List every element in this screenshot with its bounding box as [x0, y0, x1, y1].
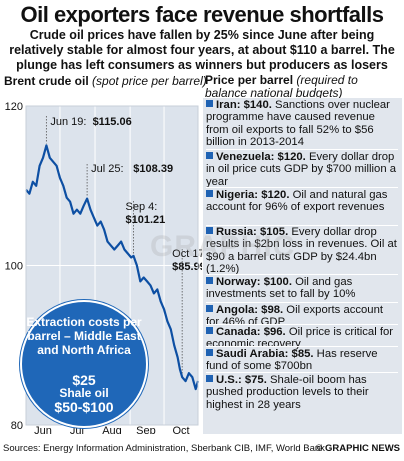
budget-item: Nigeria: $120. Oil and natural gas accou… [206, 189, 398, 214]
budget-item-country-price: Norway: $100. [216, 276, 292, 288]
budget-item: Canada: $96. Oil price is critical for e… [206, 326, 398, 351]
x-tick-label: Jul [70, 425, 84, 434]
budget-item-country-price: Canada: $96. [216, 326, 286, 338]
square-bullet-icon [206, 152, 213, 159]
annotation-date: Sep 4: [126, 201, 158, 213]
subtitle: Crude oil prices have fallen by 25% sinc… [9, 28, 395, 72]
budget-panel [203, 98, 402, 434]
square-bullet-icon [206, 327, 213, 334]
bubble-mena-cost: $25 [72, 372, 96, 388]
budget-item-divider [206, 372, 398, 373]
chart-heading: Brent crude oil (spot price per barrel) [4, 74, 207, 88]
budget-item-divider [206, 274, 398, 275]
square-bullet-icon [206, 305, 213, 312]
budget-item: U.S.: $75. Shale-oil boom has pushed pro… [206, 374, 398, 411]
budget-heading-italic: (required to balance national budgets) [205, 73, 358, 100]
square-bullet-icon [206, 100, 213, 107]
brent-price-line [25, 144, 200, 391]
budget-item-country-price: Nigeria: $120. [216, 189, 290, 201]
plot-frame [25, 105, 199, 426]
budget-item: Saudi Arabia: $85. Has reserve fund of s… [206, 348, 398, 373]
budget-item: Angola: $98. Oil exports account for 46%… [206, 304, 398, 329]
budget-item: Norway: $100. Oil and gas investments se… [206, 276, 398, 301]
y-tick-label: 100 [5, 261, 23, 273]
bubble-heading: Extraction costs per barrel – Middle Eas… [26, 315, 142, 357]
square-bullet-icon [206, 190, 213, 197]
extraction-cost-bubble: Extraction costs per barrel – Middle Eas… [20, 300, 148, 428]
bubble-shale-cost: $50-$100 [54, 399, 114, 415]
budget-item-text: Oil price is critical for economic recov… [206, 326, 394, 351]
budget-item-divider [206, 346, 398, 347]
annotation-value: $101.21 [126, 214, 166, 226]
budget-item-text: Has reserve fund of some $700bn [206, 348, 378, 373]
annotation-date: Jun 19: [50, 116, 86, 128]
bubble-shale-label: Shale oil [59, 386, 109, 400]
budget-item-country-price: Venezuela: $120. [216, 151, 306, 163]
annotation-date: Jul 25: [91, 163, 123, 175]
annotation-value: $108.39 [133, 163, 173, 175]
square-bullet-icon [206, 375, 213, 382]
budget-item: Russia: $105. Every dollar drop results … [206, 226, 398, 276]
budget-heading: Price per barrel (required to balance na… [205, 74, 401, 100]
budget-item-divider [206, 225, 398, 226]
budget-item-divider [206, 187, 398, 188]
budget-item: Iran: $140. Sanctions over nuclear progr… [206, 99, 398, 149]
budget-item-country-price: Angola: $98. [216, 304, 284, 316]
annotation-date: Oct 17: [172, 248, 202, 260]
budget-item-country-price: Iran: $140. [216, 99, 272, 111]
watermark: GRAPHIC [150, 230, 296, 263]
chart-heading-bold: Brent crude oil [4, 74, 89, 88]
x-tick-label: Aug [102, 425, 122, 434]
square-bullet-icon [206, 277, 213, 284]
y-tick-label: 120 [5, 101, 23, 113]
budget-item: Venezuela: $120. Every dollar drop in oi… [206, 151, 398, 188]
budget-item-text: Every dollar drop results in $2bn loss i… [206, 226, 397, 276]
budget-item-text: Oil and natural gas account for 96% of e… [206, 189, 388, 214]
budget-item-country-price: Saudi Arabia: $85. [216, 348, 314, 360]
page-title: Oil exporters face revenue shortfalls [20, 2, 385, 27]
budget-item-text: Oil and gas investments set to fall by 1… [206, 276, 356, 301]
budget-item-divider [206, 149, 398, 150]
budget-item-text: Sanctions over nuclear programme have ca… [206, 99, 390, 149]
annotation-value: $85.99 [172, 261, 202, 273]
x-tick-label: Jun [34, 425, 52, 434]
x-tick-label: Oct [172, 425, 189, 434]
square-bullet-icon [206, 349, 213, 356]
budget-item-country-price: Russia: $105. [216, 226, 289, 238]
budget-item-text: Oil exports account for 46% of GDP [206, 304, 384, 329]
budget-item-text: Every dollar drop in oil price cuts GDP … [206, 151, 397, 188]
credit: © GRAPHIC NEWS [315, 443, 400, 454]
budget-item-divider [206, 302, 398, 303]
square-bullet-icon [206, 227, 213, 234]
y-tick-label: 80 [11, 420, 23, 432]
sources-footer: Sources: Energy Information Administrati… [3, 443, 325, 454]
x-tick-label: Sep [136, 425, 156, 434]
budget-item-divider [206, 324, 398, 325]
budget-item-text: Shale-oil boom has pushed production lev… [206, 374, 369, 411]
chart-heading-italic: (spot price per barrel) [92, 74, 207, 88]
budget-item-country-price: U.S.: $75. [216, 374, 267, 386]
budget-heading-bold: Price per barrel [205, 73, 294, 87]
annotation-value: $115.06 [93, 116, 132, 128]
